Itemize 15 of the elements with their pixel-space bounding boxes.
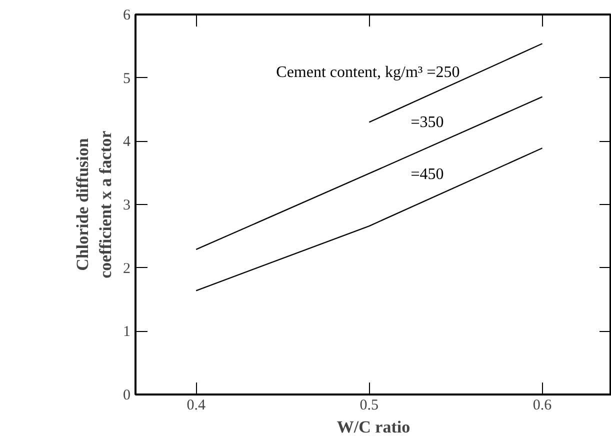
x-tick-label: 0.4 [186,398,206,414]
y-tick-label: 6 [123,8,131,24]
series-label: =350 [410,114,444,132]
x-tick-label: 0.6 [532,398,552,414]
y-tick-label: 5 [123,70,130,87]
x-axis-title: W/C ratio [336,418,410,436]
y-tick-label: 0 [123,388,130,404]
y-tick-label: 3 [123,198,130,214]
series-label: Cement content, kg/m³ =250 [276,64,460,81]
series-label: =450 [410,166,444,184]
y-tick-label: 2 [123,260,130,277]
y-tick-label: 4 [123,134,131,150]
x-tick-label: 0.5 [360,398,379,414]
y-axis-title: Chloride diffusion coefficient x a factor [73,130,115,278]
y-tick-label: 1 [123,324,130,340]
